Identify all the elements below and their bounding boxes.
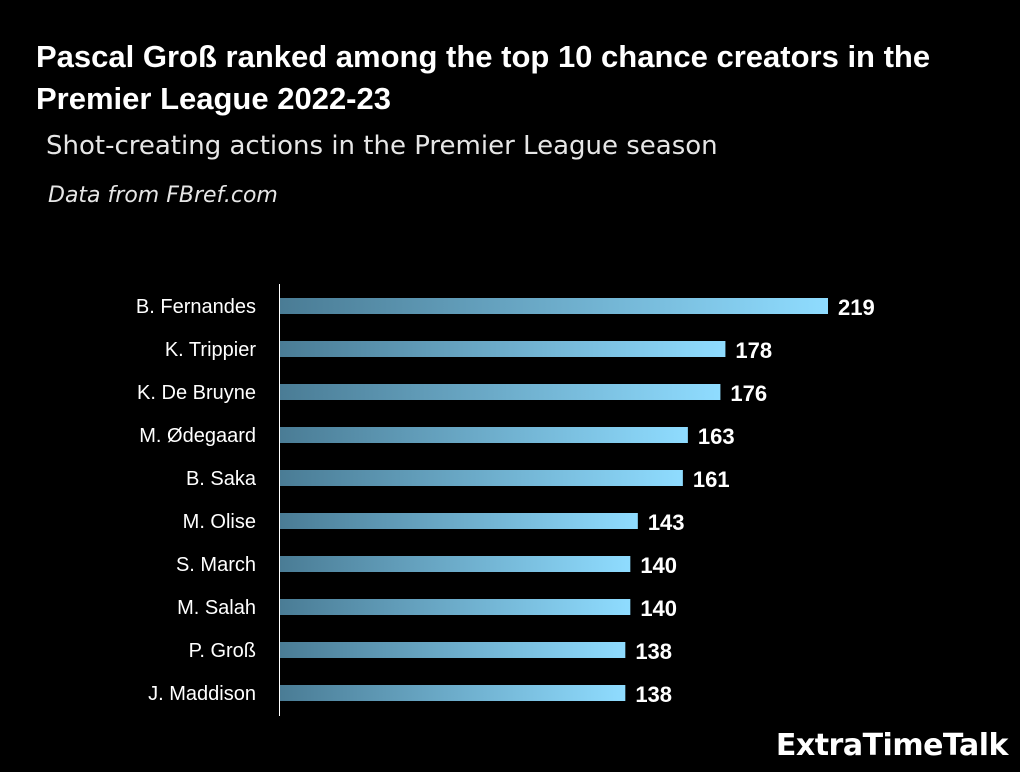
category-label: K. De Bruyne bbox=[137, 382, 256, 404]
value-label: 140 bbox=[640, 553, 677, 578]
chart-subtitle: Shot-creating actions in the Premier Lea… bbox=[46, 131, 718, 161]
value-label: 140 bbox=[640, 596, 677, 621]
value-label: 138 bbox=[635, 682, 672, 707]
category-label: K. Trippier bbox=[165, 339, 256, 361]
value-label: 176 bbox=[730, 381, 767, 406]
bar-3 bbox=[280, 384, 721, 400]
bar-9 bbox=[280, 642, 626, 658]
bar-4 bbox=[280, 427, 688, 443]
category-label: M. Salah bbox=[177, 597, 256, 619]
category-label: S. March bbox=[176, 554, 256, 576]
bar-2 bbox=[280, 341, 726, 357]
value-label: 161 bbox=[693, 467, 730, 492]
value-label: 138 bbox=[635, 639, 672, 664]
bar-8 bbox=[280, 599, 631, 615]
category-label: B. Fernandes bbox=[136, 296, 256, 318]
value-label: 178 bbox=[735, 338, 772, 363]
bar-5 bbox=[280, 470, 683, 486]
category-label: J. Maddison bbox=[148, 683, 256, 705]
bar-7 bbox=[280, 556, 631, 572]
category-label: M. Olise bbox=[183, 511, 256, 533]
bar-10 bbox=[280, 685, 626, 701]
brand-logo: ExtraTimeTalk bbox=[775, 728, 1009, 763]
source-note: Data from FBref.com bbox=[48, 183, 278, 208]
bar-1 bbox=[280, 298, 828, 314]
category-label: M. Ødegaard bbox=[139, 425, 256, 447]
bar-6 bbox=[280, 513, 638, 529]
value-label: 143 bbox=[648, 510, 685, 535]
value-label: 219 bbox=[838, 295, 875, 320]
value-label: 163 bbox=[698, 424, 735, 449]
category-label: B. Saka bbox=[186, 468, 257, 490]
chart-title: Pascal Groß ranked among the top 10 chan… bbox=[36, 39, 931, 116]
category-label: P. Groß bbox=[189, 640, 256, 662]
